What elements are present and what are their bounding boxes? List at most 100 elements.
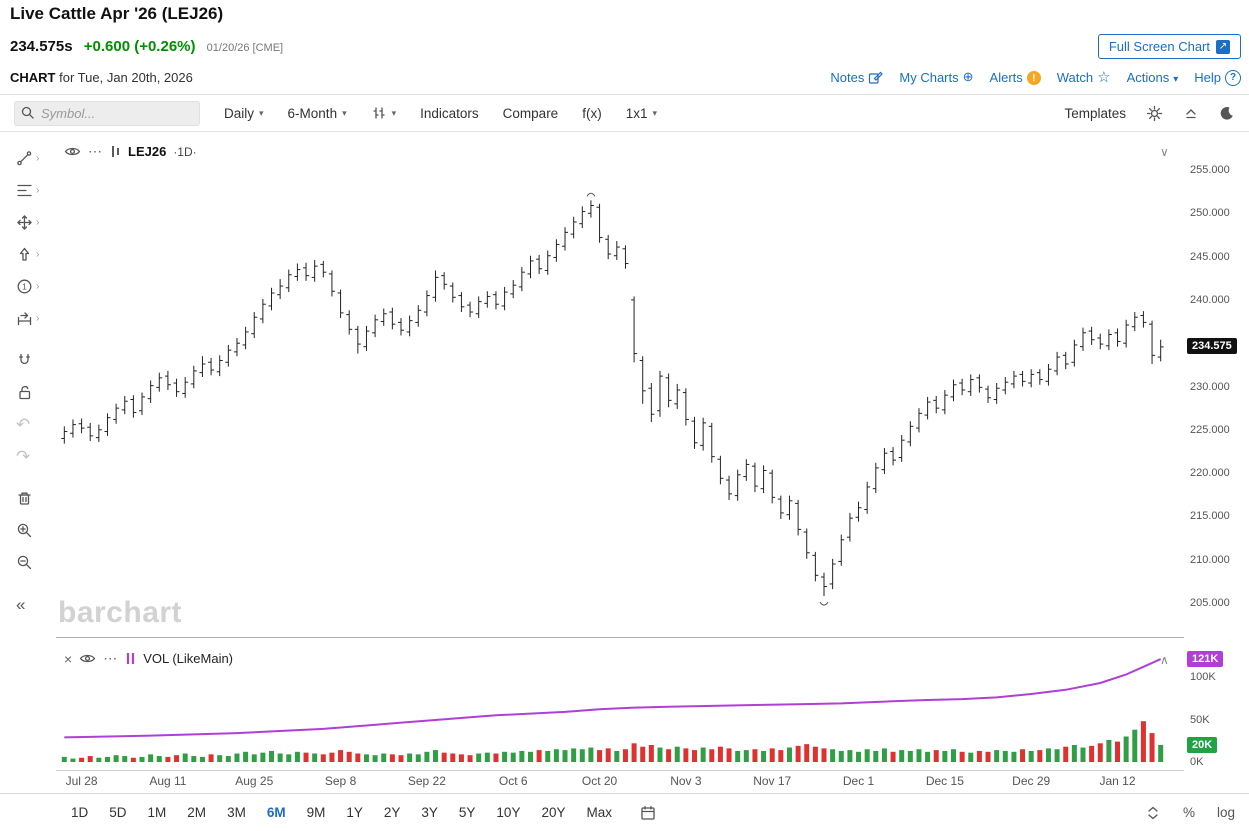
legend-frequency: ·1D· [173,144,197,159]
numbered-label-tool[interactable]: 1 › [10,270,39,302]
star-icon: ☆ [1097,69,1111,86]
compare-button[interactable]: Compare [502,105,559,121]
help-icon: ? [1225,68,1241,86]
price-panel-collapse-icon[interactable]: ∨ [1160,145,1169,159]
fibonacci-icon [17,184,32,196]
header-link-notes[interactable]: Notes [830,70,884,85]
range-button-1y[interactable]: 1Y [343,803,366,822]
moon-icon [1220,106,1233,120]
log-scale-toggle[interactable]: log [1216,805,1235,820]
chart-plot-area[interactable] [56,140,1184,770]
indicators-button[interactable]: Indicators [420,105,479,121]
templates-button[interactable]: Templates [1064,105,1126,121]
unlock-icon [19,385,31,399]
range-button-1m[interactable]: 1M [145,803,170,822]
range-button-3y[interactable]: 3Y [418,803,441,822]
fullscreen-chart-label: Full Screen Chart [1108,39,1210,54]
zoom-in-icon [17,523,32,537]
range-button-5d[interactable]: 5D [106,803,129,822]
range-button-20y[interactable]: 20Y [538,803,568,822]
scale-controls: % log [1145,805,1235,821]
bar-type-dropdown[interactable]: ▾ [371,105,396,121]
range-buttons: 1D 5D 1M 2M 3M 6M 9M 1Y 2Y 3Y 5Y 10Y 20Y Max [68,803,615,822]
time-tick: Nov 3 [670,774,702,788]
move-shapes-tool[interactable]: › [10,206,39,238]
lock-tool[interactable] [10,376,33,408]
collapse-sidebar-icon: « [16,594,26,614]
collapse-sidebar-button[interactable]: « [10,588,25,620]
header-link-actions[interactable]: Actions ▾ [1126,69,1179,85]
last-price: 234.575s [10,38,73,55]
header-link-help[interactable]: Help? [1194,68,1241,86]
series-menu-icon[interactable]: ⋯ [88,143,103,159]
expressions-button[interactable]: f(x) [582,105,602,121]
delete-drawings-button[interactable] [10,482,33,514]
header-link-my-charts[interactable]: My Charts ⊕ [899,69,974,85]
session-info: 01/20/26 [CME] [206,42,284,54]
chart-prefix: CHART [10,70,56,85]
range-button-3m[interactable]: 3M [224,803,249,822]
search-icon [21,106,34,119]
crossed-arrows-icon [17,214,32,230]
trendline-tool[interactable]: › [10,142,39,174]
range-button-9m[interactable]: 9M [304,803,329,822]
drawing-tools-sidebar: › › › › 1 › › ↶ ↷ [10,142,56,620]
visibility-eye-icon[interactable] [64,145,81,158]
circle-plus-icon: ⊕ [962,69,974,84]
chart-date-row: CHART for Tue, Jan 20th, 2026 [10,70,193,85]
zoom-out-button[interactable] [10,546,33,578]
volume-panel-expand-icon[interactable]: ∧ [1160,653,1169,667]
chart-toolbar: Daily▾ 6-Month▾ ▾ Indicators Compare f(x… [0,95,1249,132]
header-separator [0,94,1249,95]
alert-icon: ! [1026,69,1041,86]
range-button-10y[interactable]: 10Y [493,803,523,822]
layout-dropdown[interactable]: 1x1 ▾ [625,105,658,121]
legend-symbol: LEJ26 [128,144,167,159]
undo-button[interactable]: ↶ [10,408,30,440]
range-button-2m[interactable]: 2M [184,803,209,822]
calendar-icon [641,805,655,820]
study-menu-icon[interactable]: ⋯ [103,650,119,666]
magnet-tool[interactable] [10,344,33,376]
remove-study-icon[interactable]: × [64,650,73,667]
collapse-panels-button[interactable] [1183,105,1199,121]
open-interest-badge: 121K [1187,651,1224,668]
percent-scale-toggle[interactable]: % [1182,805,1195,820]
price-tick: 215.000 [1190,510,1230,523]
panel-divider[interactable] [56,637,1184,638]
time-tick: Aug 11 [149,774,187,788]
time-tick: Sep 22 [407,774,446,788]
zoom-in-button[interactable] [10,514,33,546]
chart-date: for Tue, Jan 20th, 2026 [59,70,193,85]
visibility-eye-icon[interactable] [79,652,96,665]
fullscreen-chart-button[interactable]: Full Screen Chart ↗ [1097,34,1241,59]
price-series-legend: ⋯ LEJ26 ·1D· [64,144,197,159]
annotation-arrow-tool[interactable]: › [10,238,39,270]
range-button-6m[interactable]: 6M [264,803,289,822]
settings-button[interactable] [1146,105,1163,122]
redo-button[interactable]: ↷ [10,440,30,472]
price-tick: 255.000 [1190,164,1230,176]
barchart-watermark: barchart [58,596,183,629]
price-tick: 240.000 [1190,293,1230,306]
measure-tool[interactable]: › [10,302,39,334]
volume-tick: 100K [1190,671,1216,683]
header-link-alerts[interactable]: Alerts! [990,69,1041,86]
frequency-dropdown[interactable]: Daily ▾ [224,105,264,121]
time-tick: Dec 15 [925,774,964,788]
range-button-5y[interactable]: 5Y [456,803,479,822]
header-links: Notes My Charts ⊕ Alerts! Watch ☆ Actions ▾ Help… [830,68,1241,86]
volume-badge: 20K [1187,737,1218,753]
header-link-watch[interactable]: Watch ☆ [1056,69,1111,86]
range-button-2y[interactable]: 2Y [381,803,404,822]
price-tick: 250.000 [1190,207,1230,220]
range-button-1d[interactable]: 1D [68,803,91,822]
range-button-max[interactable]: Max [583,803,615,822]
expand-collapse-all-button[interactable] [1145,805,1161,821]
period-dropdown[interactable]: 6-Month ▾ [287,105,347,121]
dark-mode-toggle[interactable] [1219,105,1235,121]
fibonacci-tool[interactable]: › [10,174,39,206]
custom-date-button[interactable] [640,805,656,821]
price-tick: 245.000 [1190,250,1230,263]
symbol-search-input[interactable] [14,100,200,126]
